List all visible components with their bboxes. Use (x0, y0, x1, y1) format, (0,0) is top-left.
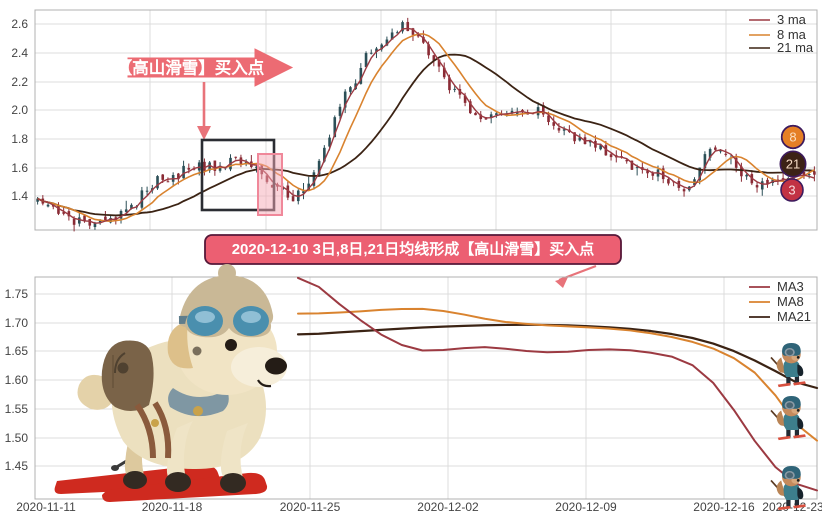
svg-text:1.55: 1.55 (5, 402, 29, 416)
svg-text:1.4: 1.4 (11, 189, 28, 203)
svg-text:2020-12-23: 2020-12-23 (762, 500, 822, 514)
svg-text:2.6: 2.6 (11, 17, 28, 31)
svg-text:2020-12-02: 2020-12-02 (417, 500, 479, 514)
svg-text:2020-11-18: 2020-11-18 (142, 500, 203, 514)
svg-text:1.70: 1.70 (5, 316, 29, 330)
svg-text:1.6: 1.6 (11, 161, 28, 175)
svg-text:2020-12-09: 2020-12-09 (555, 500, 617, 514)
svg-text:2.2: 2.2 (11, 75, 28, 89)
svg-text:MA21: MA21 (777, 309, 811, 324)
svg-text:1.65: 1.65 (5, 344, 29, 358)
svg-text:1.60: 1.60 (5, 373, 29, 387)
svg-text:2020-12-16: 2020-12-16 (693, 500, 755, 514)
svg-text:2.4: 2.4 (11, 46, 28, 60)
svg-text:21 ma: 21 ma (777, 40, 814, 55)
svg-text:2020-12-10 3日,8日,21日均线形成【高山滑雪】: 2020-12-10 3日,8日,21日均线形成【高山滑雪】买入点 (232, 240, 595, 258)
svg-text:MA8: MA8 (777, 294, 804, 309)
svg-text:1.50: 1.50 (5, 431, 29, 445)
svg-text:1.8: 1.8 (11, 132, 28, 146)
svg-text:1.45: 1.45 (5, 459, 29, 473)
svg-text:2020-11-11: 2020-11-11 (16, 500, 76, 514)
svg-text:3 ma: 3 ma (777, 12, 807, 27)
svg-text:MA3: MA3 (777, 279, 804, 294)
svg-text:3: 3 (788, 183, 795, 198)
svg-text:1.75: 1.75 (5, 287, 29, 301)
svg-text:21: 21 (786, 157, 800, 172)
svg-text:【高山滑雪】买入点: 【高山滑雪】买入点 (116, 58, 265, 78)
svg-text:8: 8 (789, 130, 796, 145)
svg-text:2.0: 2.0 (11, 103, 28, 117)
svg-text:2020-11-25: 2020-11-25 (280, 500, 341, 514)
